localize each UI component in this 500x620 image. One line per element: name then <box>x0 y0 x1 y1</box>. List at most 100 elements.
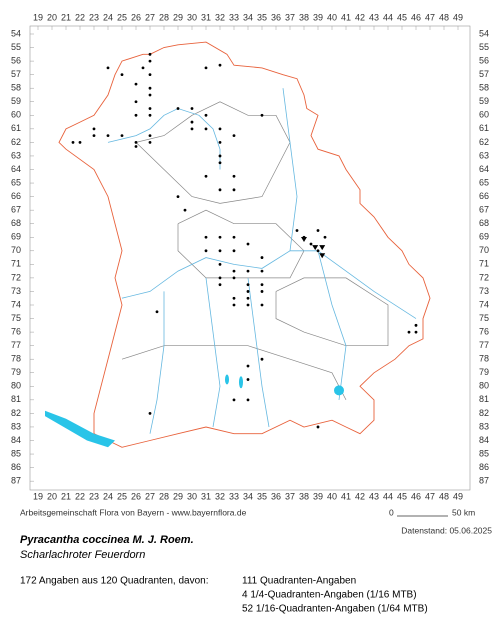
y-label: 79 <box>479 367 489 377</box>
y-label: 69 <box>479 232 489 242</box>
x-label: 36 <box>271 12 281 22</box>
occurrence <box>414 330 418 334</box>
river <box>247 277 270 428</box>
x-label: 22 <box>75 12 85 22</box>
y-label: 75 <box>479 313 489 323</box>
x-label: 46 <box>411 491 421 501</box>
x-label: 19 <box>33 491 43 501</box>
x-label: 43 <box>369 491 379 501</box>
map-frame <box>29 25 471 491</box>
occurrences <box>71 52 418 429</box>
x-label: 28 <box>159 12 169 22</box>
y-label: 63 <box>479 150 489 160</box>
x-label: 42 <box>355 12 365 22</box>
occurrence <box>148 134 152 138</box>
x-label: 20 <box>47 491 57 501</box>
occurrence <box>309 242 313 246</box>
x-label: 37 <box>285 12 295 22</box>
y-label: 63 <box>11 150 21 160</box>
grid-labels: 19 19 20 20 21 21 22 22 23 23 24 24 25 25 26 26 27 27 28 28… <box>11 12 489 501</box>
y-label: 58 <box>11 83 21 93</box>
x-label: 38 <box>299 491 309 501</box>
x-label: 24 <box>103 12 113 22</box>
y-label: 67 <box>11 205 21 215</box>
occurrence <box>218 235 222 239</box>
occurrence <box>204 174 208 178</box>
occurrence <box>183 208 187 212</box>
y-label: 65 <box>11 177 21 187</box>
occurrence <box>134 100 138 104</box>
occurrence <box>204 113 208 117</box>
y-label: 68 <box>479 218 489 228</box>
x-label: 47 <box>425 12 435 22</box>
y-label: 71 <box>11 259 21 269</box>
y-label: 70 <box>11 245 21 255</box>
y-label: 55 <box>479 42 489 52</box>
occurrence <box>316 249 320 253</box>
x-label: 24 <box>103 491 113 501</box>
state-border <box>58 41 431 448</box>
occurrence <box>204 127 208 131</box>
occurrence <box>141 66 145 70</box>
x-label: 39 <box>313 12 323 22</box>
occurrence <box>232 303 236 307</box>
y-label: 82 <box>11 408 21 418</box>
occurrence <box>148 73 152 77</box>
occurrence <box>218 63 222 67</box>
x-label: 32 <box>215 12 225 22</box>
river <box>282 88 298 251</box>
y-label: 87 <box>479 476 489 486</box>
occurrence <box>246 296 250 300</box>
occurrence <box>246 364 250 368</box>
x-label: 44 <box>383 12 393 22</box>
x-label: 49 <box>453 12 463 22</box>
occurrence <box>148 59 152 63</box>
y-label: 64 <box>11 164 21 174</box>
x-label: 32 <box>215 491 225 501</box>
occurrence <box>407 330 411 334</box>
occurrence <box>232 296 236 300</box>
x-label: 48 <box>439 12 449 22</box>
occurrence <box>92 134 96 138</box>
x-label: 26 <box>131 12 141 22</box>
occurrence <box>204 66 208 70</box>
y-label: 62 <box>479 137 489 147</box>
x-label: 45 <box>397 12 407 22</box>
region-border <box>121 345 347 401</box>
occurrence <box>218 154 222 158</box>
occurrence <box>323 235 327 239</box>
x-label: 31 <box>201 491 211 501</box>
summary-line: 52 1/16-Quadranten-Angaben (1/64 MTB) <box>242 604 428 615</box>
occurrence <box>246 303 250 307</box>
y-label: 78 <box>11 354 21 364</box>
occurrence-quarter <box>312 245 319 251</box>
x-label: 34 <box>243 491 253 501</box>
occurrence <box>316 425 320 429</box>
occurrence <box>134 82 138 86</box>
y-label: 76 <box>11 326 21 336</box>
scale-start: 0 <box>389 507 394 517</box>
occurrence <box>260 269 264 273</box>
common-name: Scharlachroter Feuerdorn <box>20 549 145 561</box>
lake <box>45 410 115 448</box>
occurrence <box>148 93 152 97</box>
occurrence <box>246 269 250 273</box>
y-label: 79 <box>11 367 21 377</box>
lake <box>225 374 229 385</box>
occurrence <box>218 249 222 253</box>
occurrence <box>155 310 159 314</box>
occurrence <box>92 127 96 131</box>
occurrence <box>106 66 110 70</box>
occurrence <box>134 141 138 144</box>
x-label: 31 <box>201 12 211 22</box>
y-label: 58 <box>479 83 489 93</box>
y-label: 69 <box>11 232 21 242</box>
y-label: 73 <box>11 286 21 296</box>
occurrence <box>246 290 250 293</box>
river <box>149 291 165 434</box>
x-label: 23 <box>89 491 99 501</box>
y-label: 84 <box>11 435 21 445</box>
y-label: 61 <box>479 123 489 133</box>
x-label: 25 <box>117 491 127 501</box>
